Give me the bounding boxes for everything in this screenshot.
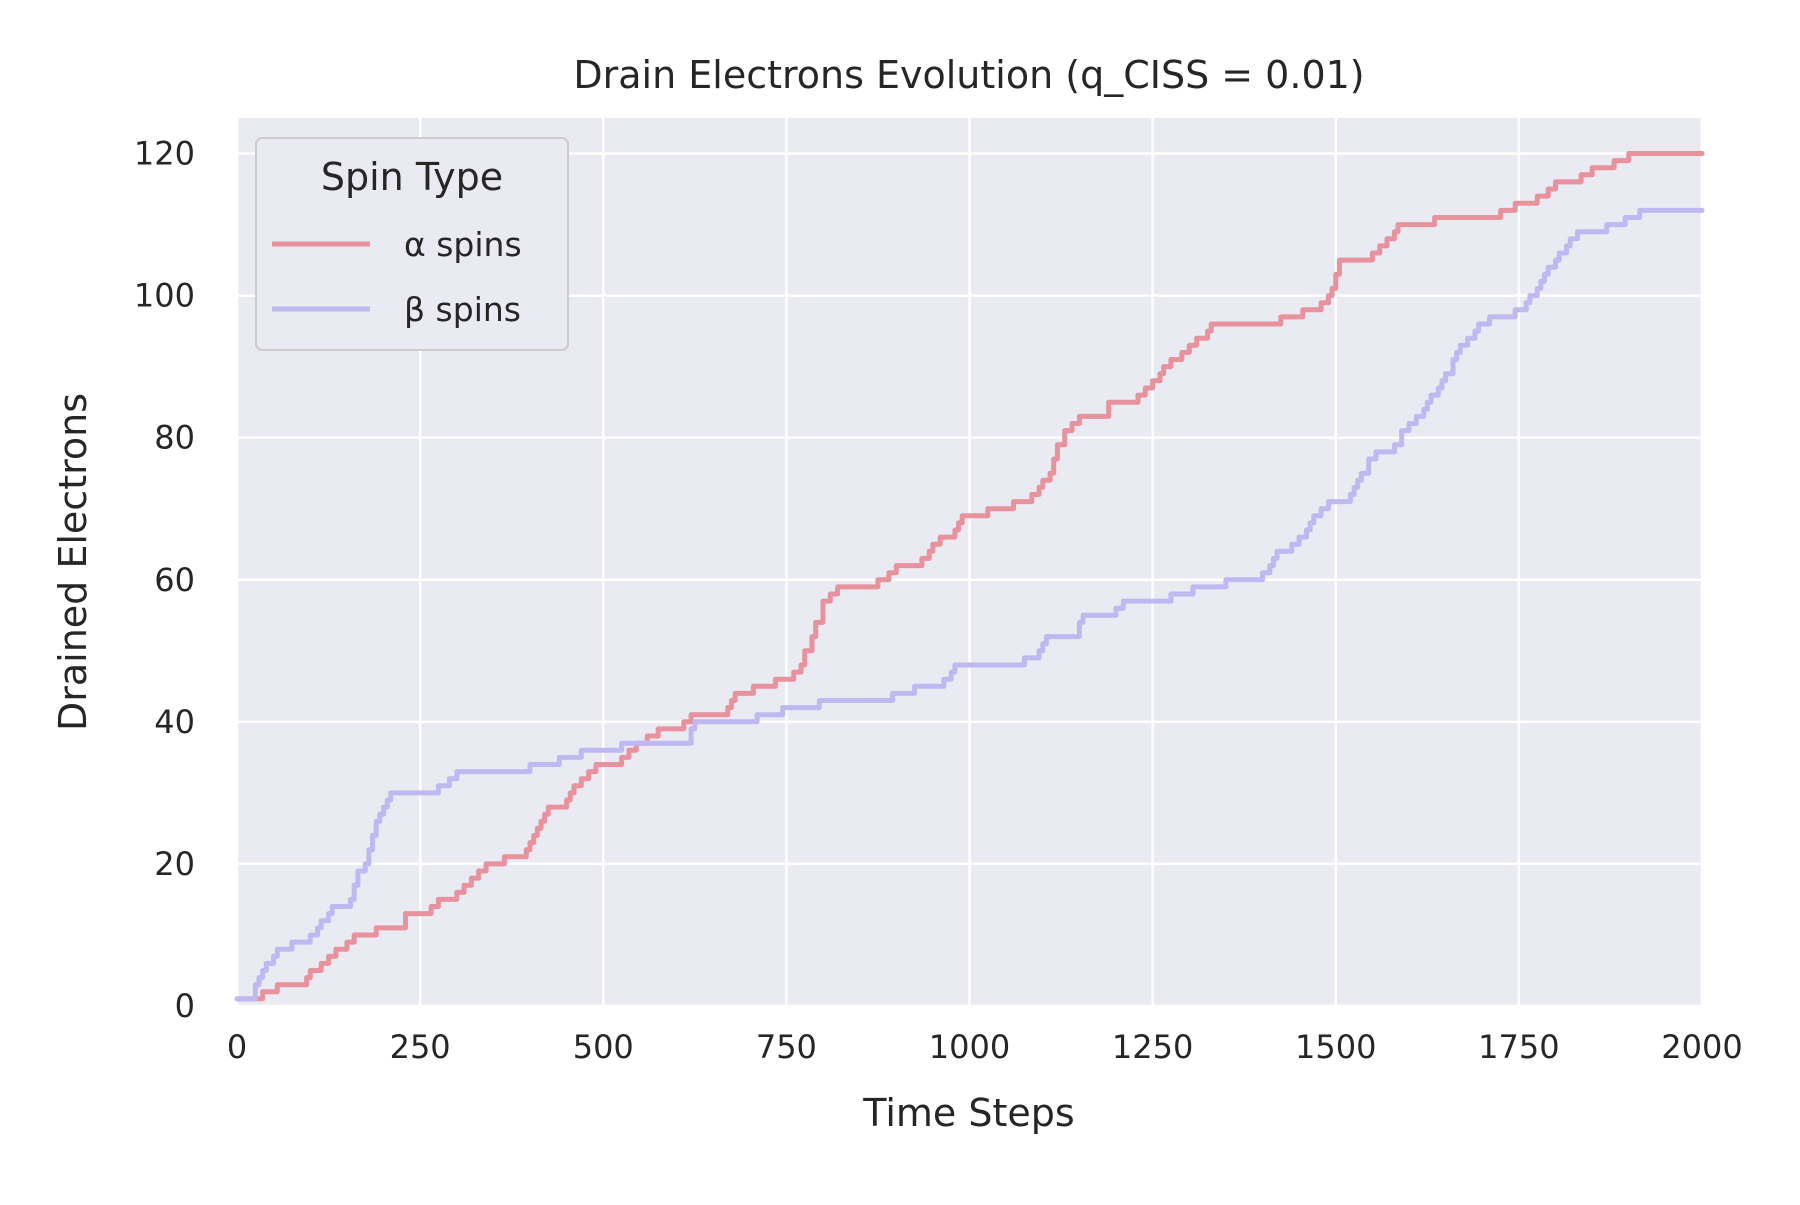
legend: Spin Type α spins β spins (255, 137, 569, 351)
y-axis-ticks: 0 20 40 60 80 100 120 (134, 135, 195, 1025)
y-tick-label: 40 (154, 703, 195, 741)
x-tick-label: 1750 (1478, 1028, 1559, 1066)
x-axis-ticks: 0 250 500 750 1000 1250 1500 1750 2000 (227, 1028, 1743, 1066)
legend-label-alpha: α spins (404, 225, 522, 264)
y-tick-label: 60 (154, 561, 195, 599)
x-tick-label: 1000 (929, 1028, 1010, 1066)
series-line-alpha (234, 151, 1705, 1002)
y-tick-label: 120 (134, 135, 195, 173)
x-tick-label: 1250 (1112, 1028, 1193, 1066)
y-tick-label: 80 (154, 419, 195, 457)
x-tick-label: 1500 (1295, 1028, 1376, 1066)
chart-title: Drain Electrons Evolution (q_CISS = 0.01… (573, 53, 1364, 97)
y-tick-label: 100 (134, 277, 195, 315)
x-tick-label: 0 (227, 1028, 247, 1066)
legend-title: Spin Type (321, 155, 503, 199)
y-tick-label: 20 (154, 845, 195, 883)
legend-label-beta: β spins (404, 290, 521, 329)
x-axis-label: Time Steps (862, 1091, 1074, 1135)
x-tick-label: 750 (756, 1028, 817, 1066)
x-tick-label: 250 (390, 1028, 451, 1066)
gridlines (235, 118, 1704, 1008)
y-axis-label: Drained Electrons (51, 393, 95, 731)
legend-box (255, 137, 569, 351)
series-line-beta (234, 207, 1705, 1002)
x-tick-label: 2000 (1661, 1028, 1742, 1066)
series-lines (234, 151, 1705, 1002)
x-tick-label: 500 (573, 1028, 634, 1066)
y-tick-label: 0 (175, 987, 195, 1025)
